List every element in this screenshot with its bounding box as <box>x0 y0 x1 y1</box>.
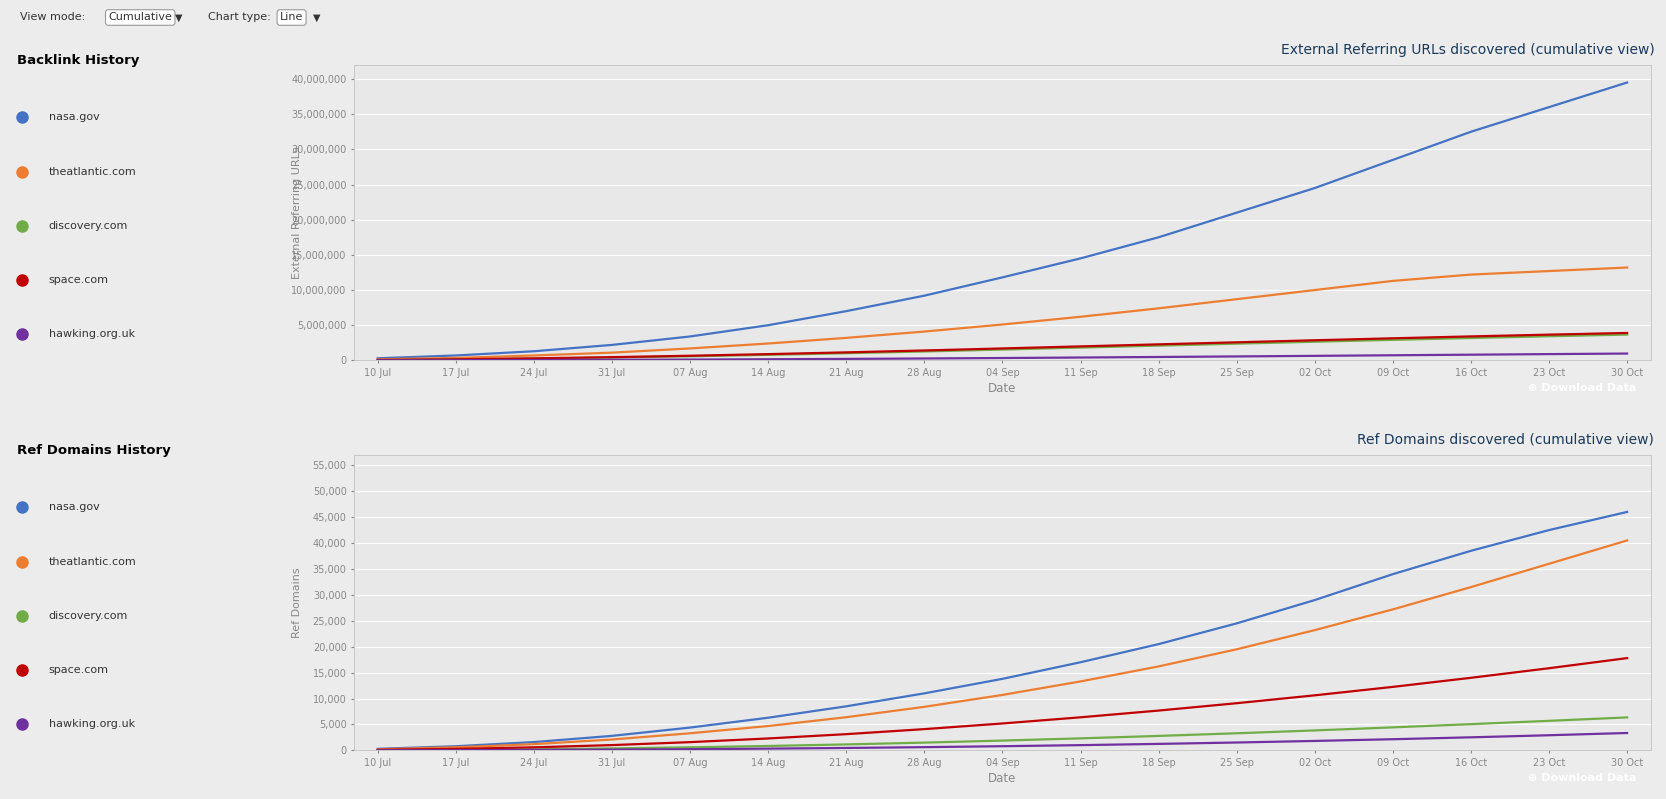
Text: ⊕ Download Data: ⊕ Download Data <box>1528 383 1636 392</box>
Text: hawking.org.uk: hawking.org.uk <box>48 719 135 729</box>
Text: space.com: space.com <box>48 665 108 675</box>
Text: theatlantic.com: theatlantic.com <box>48 557 137 566</box>
Text: space.com: space.com <box>48 275 108 285</box>
Text: Ref Domains History: Ref Domains History <box>17 443 172 457</box>
Text: Cumulative: Cumulative <box>108 13 172 22</box>
Text: hawking.org.uk: hawking.org.uk <box>48 329 135 340</box>
Text: discovery.com: discovery.com <box>48 221 128 231</box>
Text: nasa.gov: nasa.gov <box>48 503 100 512</box>
Text: theatlantic.com: theatlantic.com <box>48 166 137 177</box>
Text: Chart type:: Chart type: <box>208 13 272 22</box>
Text: ⊕ Download Data: ⊕ Download Data <box>1528 773 1636 782</box>
Text: Backlink History: Backlink History <box>17 54 140 66</box>
Text: ▼: ▼ <box>175 13 183 22</box>
Text: View mode:: View mode: <box>20 13 85 22</box>
Text: External Referring URLs: External Referring URLs <box>292 146 302 279</box>
Text: External Referring URLs discovered (cumulative view): External Referring URLs discovered (cumu… <box>1281 43 1654 57</box>
Text: discovery.com: discovery.com <box>48 610 128 621</box>
Text: Ref Domains: Ref Domains <box>292 567 302 638</box>
X-axis label: Date: Date <box>988 772 1016 785</box>
X-axis label: Date: Date <box>988 382 1016 396</box>
Text: Line: Line <box>280 13 303 22</box>
Text: nasa.gov: nasa.gov <box>48 113 100 122</box>
Text: Ref Domains discovered (cumulative view): Ref Domains discovered (cumulative view) <box>1358 433 1654 447</box>
Text: ▼: ▼ <box>313 13 322 22</box>
